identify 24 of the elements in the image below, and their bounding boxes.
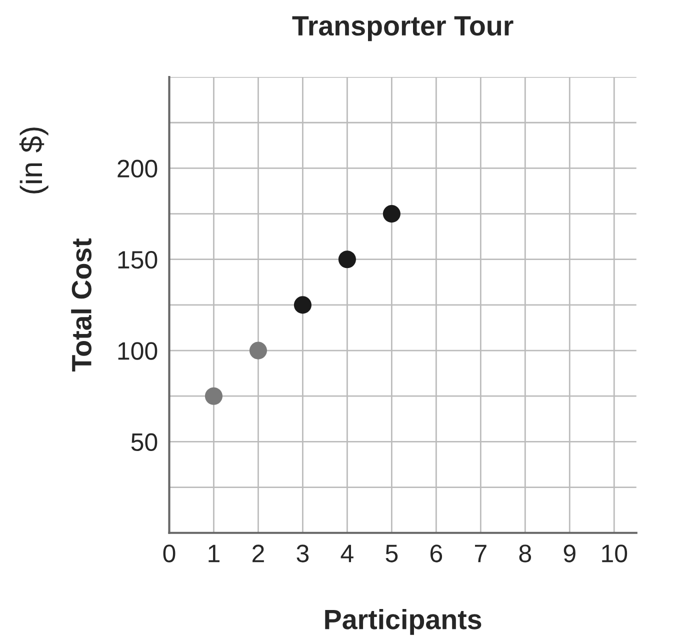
y-tick-label: 50 — [131, 433, 158, 451]
x-tick-label: 7 — [475, 544, 486, 562]
x-tick-label: 9 — [564, 544, 576, 562]
y-tick-label: 150 — [118, 250, 158, 269]
x-tick-label: 8 — [519, 544, 532, 562]
text: (in $) — [19, 128, 48, 194]
point — [294, 296, 312, 314]
x-tick-label: 3 — [296, 544, 309, 562]
y-tick-label: 200 — [118, 160, 158, 178]
chart-title: Transporter Tour — [292, 16, 514, 42]
y-tick-label: 100 — [118, 342, 158, 360]
point — [382, 205, 400, 223]
x-tick-label: 0 — [163, 544, 176, 562]
x-tick-label: 4 — [340, 544, 354, 562]
x-tick-label: 2 — [252, 544, 264, 562]
x-tick-label: 1 — [208, 544, 220, 562]
point — [204, 387, 223, 405]
x-tick-label: 10 — [602, 544, 628, 562]
x-tick-label: 5 — [386, 544, 398, 562]
x-axis-title: Participants — [325, 608, 482, 635]
point — [249, 342, 268, 360]
point — [338, 250, 356, 268]
x-tick-label: 6 — [430, 544, 442, 562]
y-axis-title: Total Cost — [71, 238, 92, 372]
